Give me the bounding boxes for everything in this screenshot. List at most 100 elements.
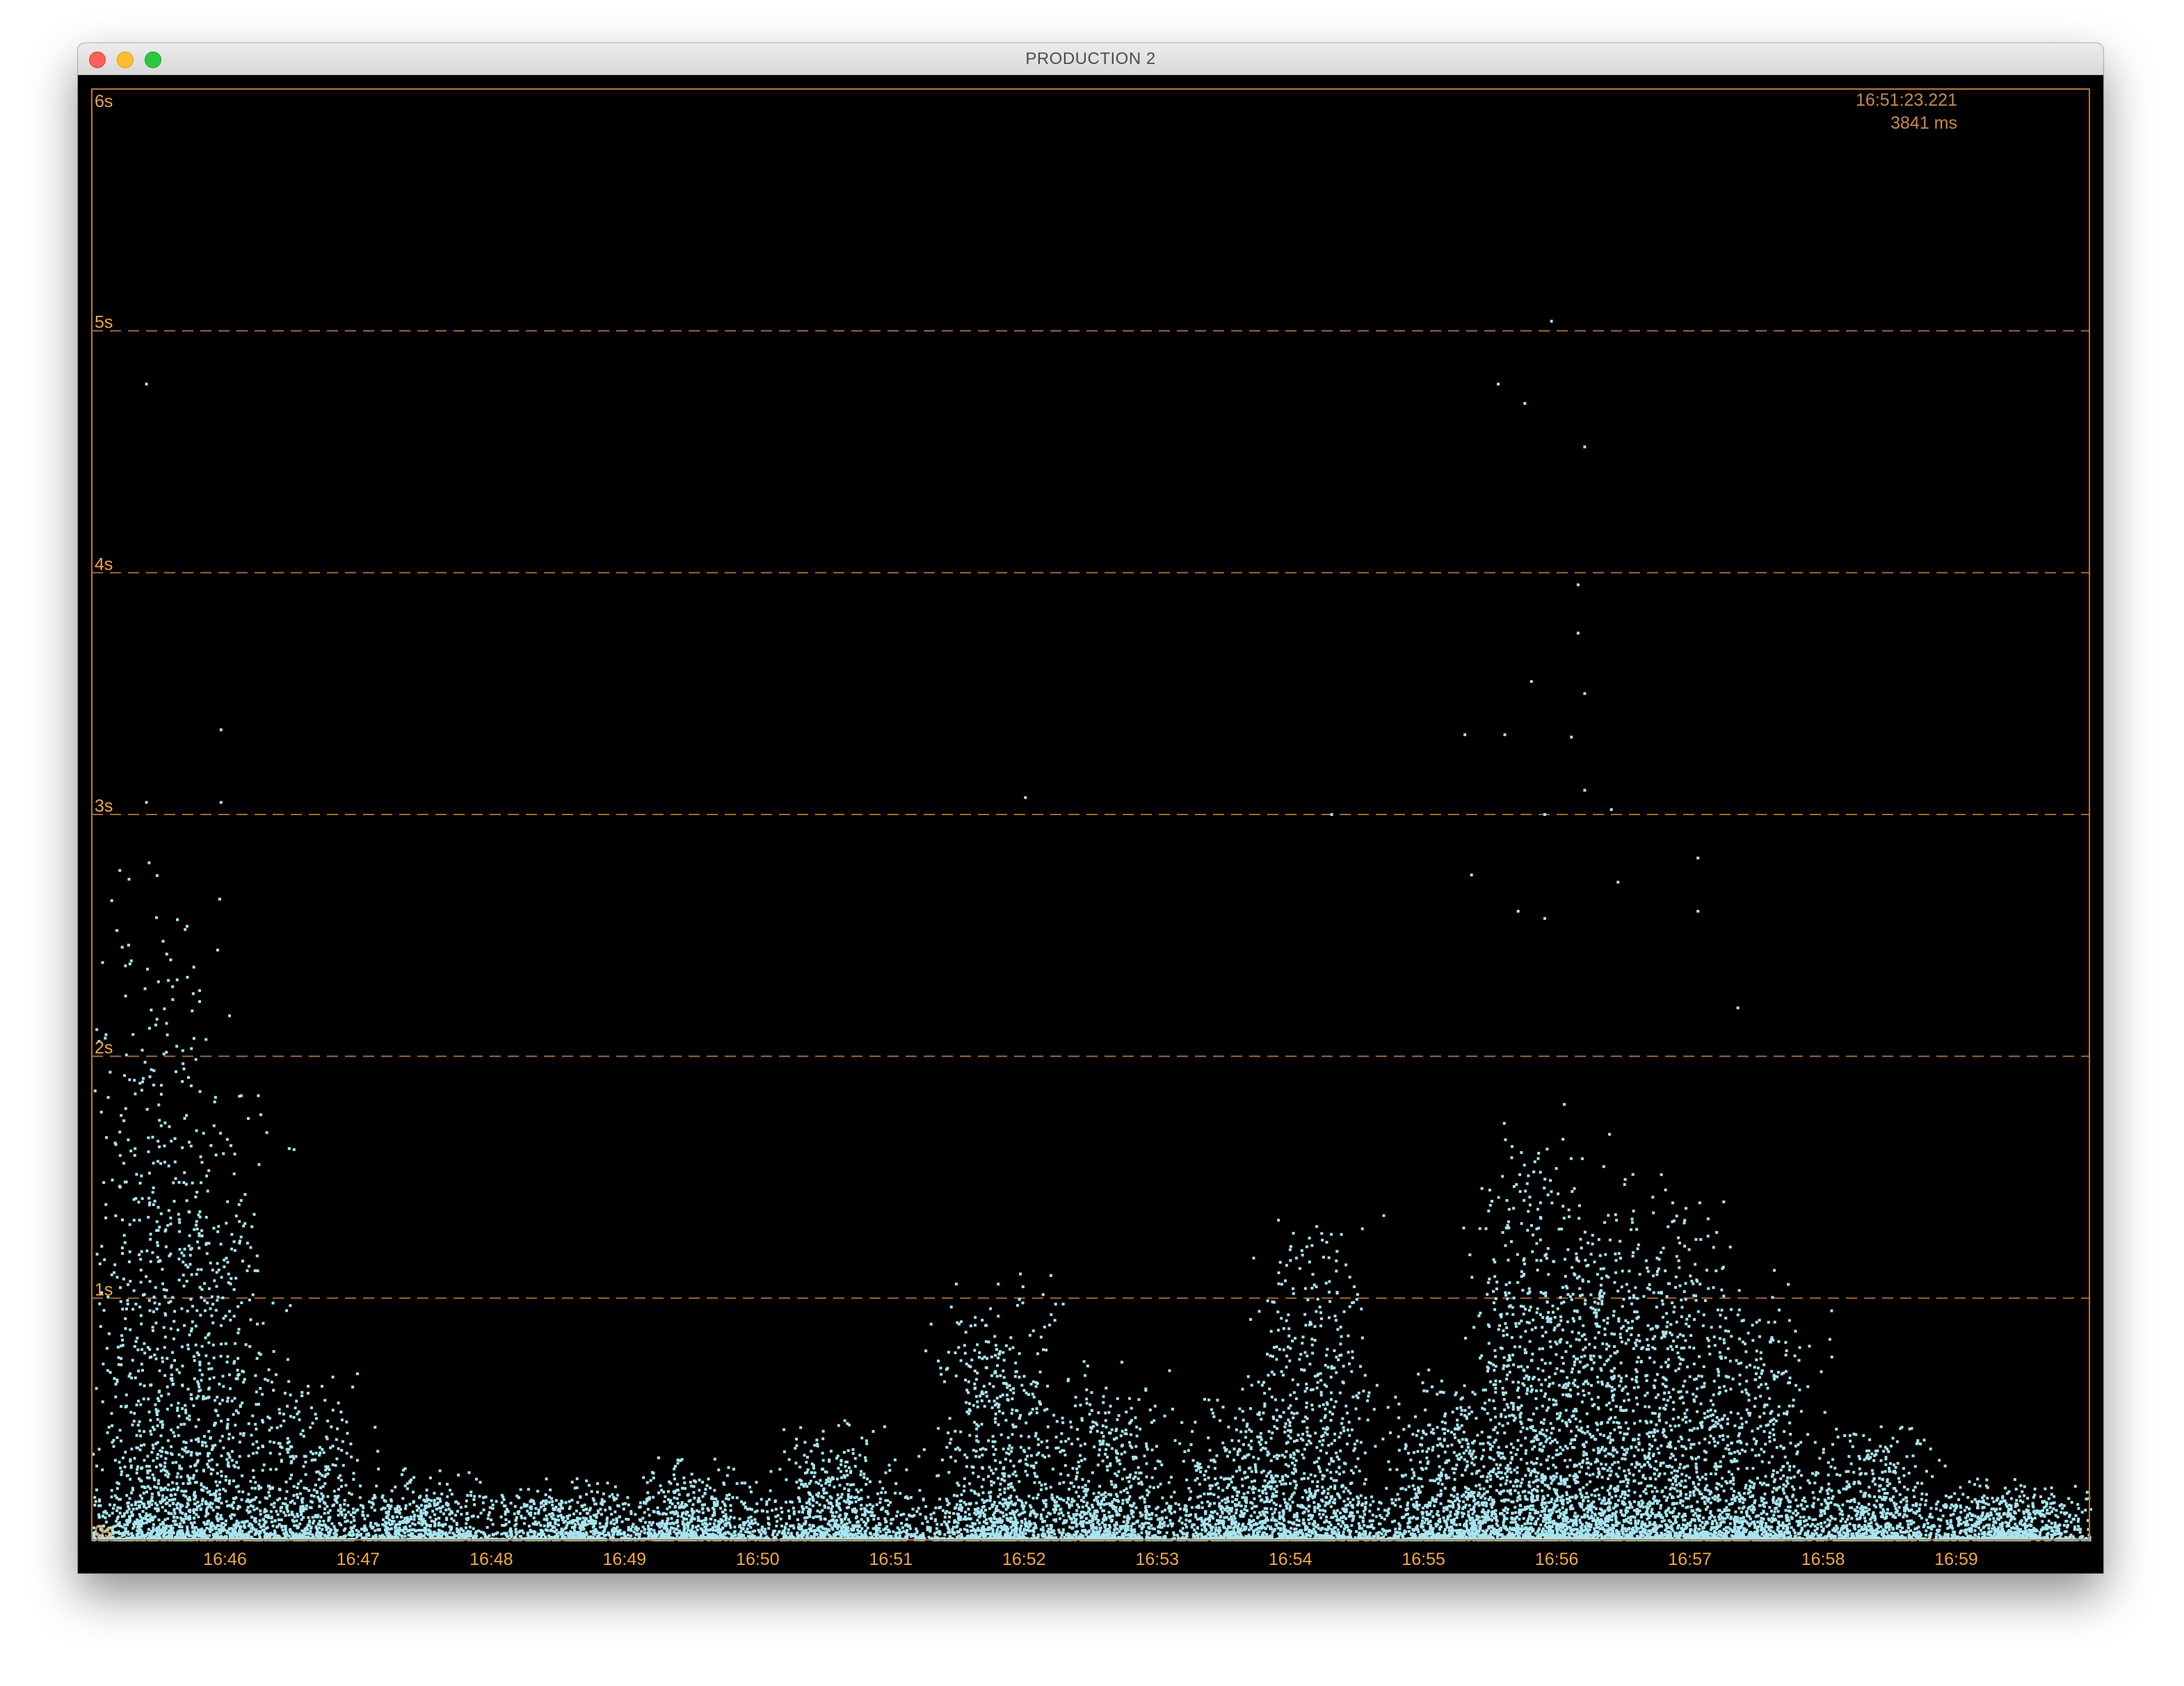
data-point <box>1141 1522 1144 1525</box>
data-point <box>2073 1528 2076 1531</box>
data-point <box>1917 1525 1920 1529</box>
data-point <box>1369 1503 1372 1507</box>
data-point <box>789 1500 792 1504</box>
data-point <box>533 1532 536 1536</box>
data-point <box>1651 1512 1655 1516</box>
data-point <box>1952 1513 1955 1516</box>
data-point <box>910 1533 913 1536</box>
data-point <box>1803 1524 1806 1527</box>
data-point <box>398 1533 401 1536</box>
data-point <box>746 1520 750 1523</box>
data-point <box>1938 1534 1941 1537</box>
data-point <box>1452 1523 1456 1526</box>
data-point <box>712 1522 716 1525</box>
data-point <box>1797 1511 1799 1515</box>
data-point <box>1676 1495 1680 1498</box>
data-point <box>780 1511 784 1514</box>
data-point <box>1533 1499 1536 1502</box>
data-point <box>1673 1531 1676 1534</box>
data-point <box>1780 1532 1783 1535</box>
data-point <box>1243 1508 1246 1511</box>
data-point <box>97 1500 101 1503</box>
data-point <box>1295 1523 1299 1527</box>
data-point <box>915 1530 919 1533</box>
data-point <box>1953 1509 1957 1512</box>
title-bar[interactable]: PRODUCTION 2 <box>78 43 2103 75</box>
data-point <box>342 1508 346 1511</box>
data-point <box>1412 1503 1415 1507</box>
data-point <box>1641 1520 1644 1524</box>
data-point <box>1799 1516 1802 1519</box>
data-point <box>439 1510 442 1514</box>
data-point <box>1196 1495 1200 1499</box>
data-point <box>882 1528 885 1532</box>
data-point <box>141 1516 145 1520</box>
data-point <box>1777 1515 1781 1518</box>
data-point <box>433 1504 437 1507</box>
data-point <box>1368 1519 1372 1523</box>
data-point <box>1258 1511 1262 1514</box>
data-point <box>1794 1498 1798 1502</box>
data-point <box>126 1511 129 1514</box>
data-point <box>1542 1516 1545 1520</box>
data-point <box>1475 1524 1478 1527</box>
data-point <box>131 1527 135 1530</box>
data-point <box>485 1526 489 1529</box>
data-point <box>1711 1520 1715 1523</box>
data-point <box>1397 1522 1401 1525</box>
data-point <box>2026 1497 2030 1500</box>
data-point <box>787 1509 790 1513</box>
data-point <box>335 1501 339 1504</box>
data-point <box>1776 1509 1780 1513</box>
data-point <box>93 1503 97 1507</box>
data-point <box>322 1520 326 1523</box>
data-point <box>1793 1531 1797 1534</box>
data-point <box>539 1505 543 1509</box>
data-point <box>755 1509 759 1513</box>
data-point <box>1580 1535 1584 1539</box>
data-point <box>2076 1502 2080 1506</box>
data-point <box>387 1521 390 1525</box>
data-point <box>1892 1514 1895 1517</box>
data-point <box>599 1507 602 1511</box>
data-point <box>1085 1504 1089 1507</box>
data-point <box>457 1533 460 1536</box>
data-point <box>184 1514 187 1517</box>
data-point <box>1719 1534 1723 1537</box>
data-point <box>378 1528 381 1531</box>
data-point <box>1428 1504 1431 1507</box>
data-point <box>1378 1536 1381 1540</box>
data-point <box>1018 1528 1022 1532</box>
data-point <box>1070 1498 1074 1501</box>
data-point <box>1928 1515 1932 1518</box>
data-point <box>753 1530 757 1533</box>
data-point <box>1158 1531 1162 1534</box>
data-point <box>115 1531 119 1534</box>
chart-area[interactable]: 0s 1s 2s 3s 4s 5s 6s 16:46 16:47 16:48 16:49 16:50… <box>78 75 2103 1573</box>
close-button[interactable] <box>89 51 106 68</box>
data-point <box>1380 1532 1383 1536</box>
data-point <box>1966 1514 1969 1517</box>
data-point <box>157 1525 161 1529</box>
data-point <box>259 1509 262 1513</box>
data-point <box>390 1527 393 1530</box>
data-point <box>919 1536 922 1540</box>
data-point <box>243 1525 246 1527</box>
data-point <box>766 1510 769 1514</box>
data-point <box>977 1527 980 1530</box>
data-point <box>1525 1498 1529 1501</box>
data-point <box>250 1516 253 1519</box>
data-point <box>1172 1531 1175 1534</box>
data-point <box>2061 1507 2064 1510</box>
data-point <box>1518 1513 1522 1516</box>
zoom-button[interactable] <box>145 51 161 68</box>
data-point <box>658 1525 661 1529</box>
data-point <box>2014 1523 2017 1526</box>
data-point <box>1714 1519 1717 1523</box>
data-point <box>949 1535 952 1539</box>
minimize-button[interactable] <box>117 51 134 68</box>
data-point <box>111 1527 114 1531</box>
data-point <box>1228 1531 1231 1534</box>
data-point <box>1205 1523 1208 1526</box>
